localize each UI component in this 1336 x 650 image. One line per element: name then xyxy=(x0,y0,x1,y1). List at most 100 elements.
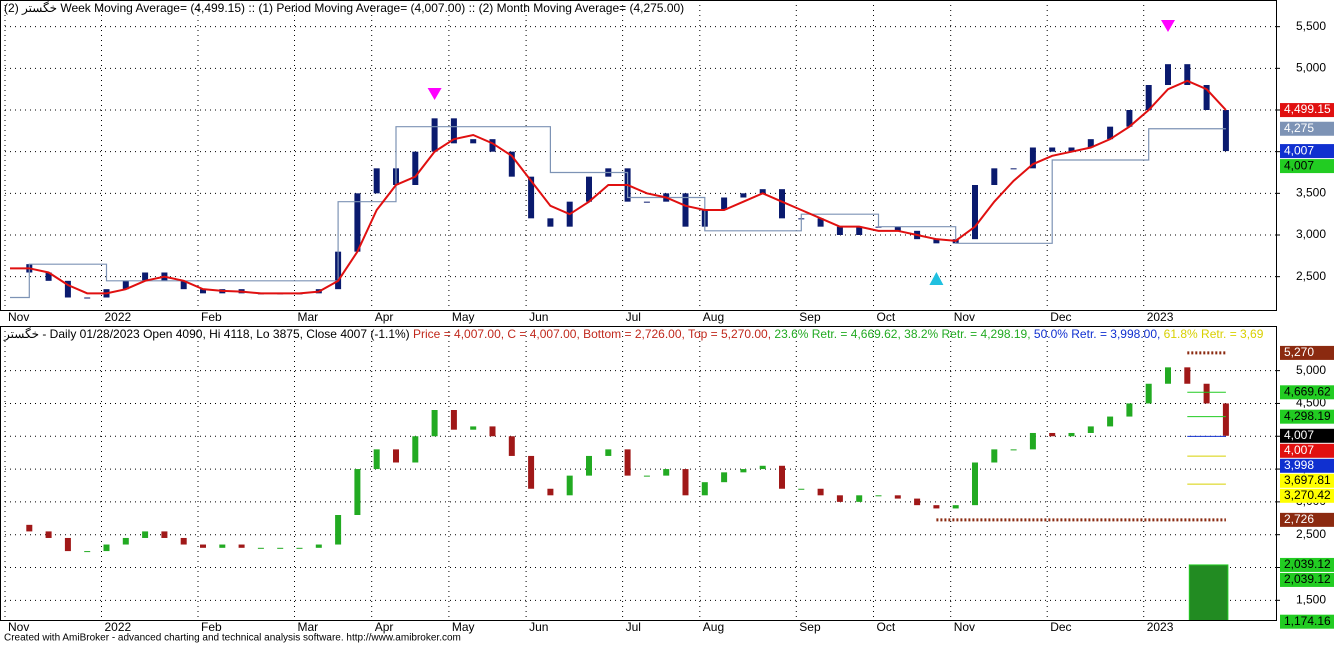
candle xyxy=(1126,110,1133,127)
candle xyxy=(991,449,998,463)
candle xyxy=(701,482,708,496)
x-tick-label: Nov xyxy=(8,310,29,324)
value-label: 4,007 xyxy=(1284,428,1314,442)
candle xyxy=(470,426,477,430)
candle xyxy=(740,193,747,198)
candle xyxy=(489,426,496,437)
candle xyxy=(180,280,187,290)
x-tick-label: Jun xyxy=(529,620,548,634)
y-tick-label: 2,500 xyxy=(1296,269,1326,283)
value-label: 5,270 xyxy=(1284,345,1314,359)
candle xyxy=(528,455,535,489)
candle xyxy=(1010,449,1017,451)
value-label: 4,007 xyxy=(1284,143,1314,157)
candle xyxy=(1107,416,1114,427)
candle xyxy=(856,226,863,235)
plot-area xyxy=(0,326,1276,620)
y-tick-label: 2,500 xyxy=(1296,527,1326,541)
x-tick-label: 2022 xyxy=(105,310,132,324)
candle xyxy=(972,185,978,240)
candle xyxy=(412,151,419,185)
value-label-box xyxy=(1280,473,1334,488)
candle xyxy=(586,455,592,476)
title-part: 61.8% Retr. = 3,69 xyxy=(1164,327,1264,341)
value-label-box xyxy=(1280,103,1334,118)
x-tick-label: Apr xyxy=(375,310,394,324)
candle xyxy=(1165,64,1171,85)
candle xyxy=(161,531,168,538)
candle xyxy=(875,495,882,497)
x-tick-label: Jul xyxy=(626,310,641,324)
candle xyxy=(450,118,457,144)
candle xyxy=(1222,403,1229,436)
candle xyxy=(142,272,149,281)
title-part: Price = 4,007.00, C = 4,007.00, Bottom =… xyxy=(413,327,774,341)
x-tick-label: Aug xyxy=(703,620,724,634)
candle xyxy=(759,189,766,194)
candle xyxy=(624,449,631,476)
candle xyxy=(1165,367,1171,384)
x-tick-label: Apr xyxy=(375,620,394,634)
x-tick-label: 2022 xyxy=(105,620,132,634)
x-tick-label: Dec xyxy=(1050,620,1071,634)
candle xyxy=(1184,367,1191,384)
x-tick-label: Nov xyxy=(954,310,975,324)
value-label: 4,007 xyxy=(1284,443,1314,457)
candle xyxy=(45,531,52,538)
y-tick-label: 1,500 xyxy=(1296,592,1326,606)
candle xyxy=(26,524,33,532)
candle xyxy=(856,495,863,502)
candle xyxy=(142,531,149,538)
x-tick-label: 2023 xyxy=(1147,310,1174,324)
value-label: 3,697.81 xyxy=(1284,473,1331,487)
candle xyxy=(219,544,226,548)
candle xyxy=(335,515,342,545)
candle xyxy=(84,297,91,299)
candle xyxy=(682,469,689,496)
candle xyxy=(508,151,515,177)
value-label: 2,726 xyxy=(1284,512,1314,526)
value-label: 4,298.19 xyxy=(1284,409,1331,423)
volume-box xyxy=(1188,564,1229,620)
candle xyxy=(296,547,303,549)
candle xyxy=(122,537,129,545)
title-part: 50.0% Retr. = 3,998.00, xyxy=(1034,327,1164,341)
candle xyxy=(817,488,824,496)
candle xyxy=(1087,139,1094,148)
candle xyxy=(373,168,380,194)
value-label-box xyxy=(1280,458,1334,473)
value-label-box xyxy=(1280,409,1334,424)
x-tick-label: Sep xyxy=(799,620,821,634)
candle xyxy=(489,139,496,152)
candle xyxy=(450,410,457,430)
candle xyxy=(643,201,650,203)
candle xyxy=(586,176,592,202)
x-tick-label: Jun xyxy=(529,310,548,324)
value-label: 2,039.12 xyxy=(1284,572,1331,586)
value-label: 4,007 xyxy=(1284,158,1314,172)
candle xyxy=(1029,147,1036,169)
x-tick-label: Sep xyxy=(799,310,821,324)
candle xyxy=(1049,147,1056,152)
candle xyxy=(64,280,71,298)
candle xyxy=(470,139,477,144)
candle xyxy=(1222,110,1229,152)
y-tick-label: 3,500 xyxy=(1296,186,1326,200)
candle xyxy=(354,193,361,252)
x-tick-label: Nov xyxy=(8,620,29,634)
candle xyxy=(122,280,129,290)
buy-signal xyxy=(929,272,944,285)
candle xyxy=(1184,64,1191,85)
value-label-box xyxy=(1280,488,1334,503)
value-label-box xyxy=(1280,159,1334,174)
value-label-box xyxy=(1280,428,1334,443)
value-label-box xyxy=(1280,385,1334,400)
y-tick-label: 5,000 xyxy=(1296,61,1326,75)
candle xyxy=(528,176,535,219)
x-tick-label: Nov xyxy=(954,620,975,634)
x-tick-label: May xyxy=(452,310,475,324)
candle xyxy=(721,472,728,483)
value-label-box xyxy=(1280,557,1334,572)
value-label-box xyxy=(1280,121,1334,136)
